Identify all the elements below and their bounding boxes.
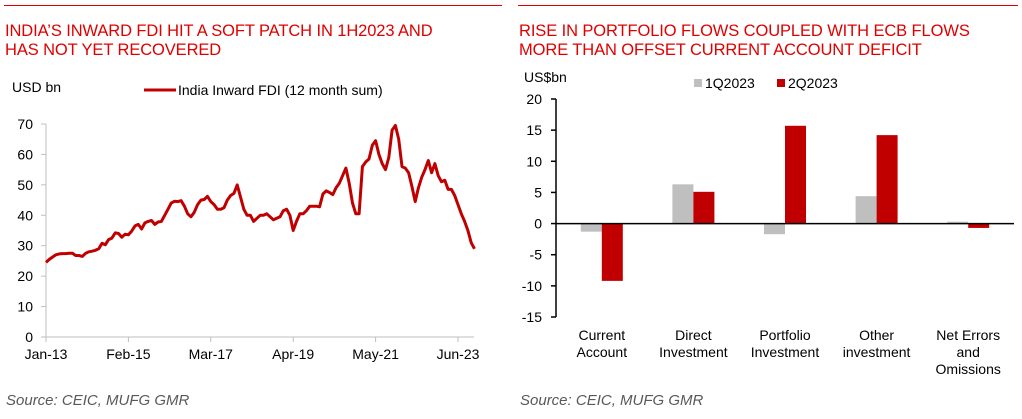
x-category-label: Direct — [675, 327, 712, 343]
y-tick-label: -10 — [522, 278, 542, 294]
y-tick-label: 15 — [526, 122, 542, 138]
y-tick-label: 20 — [17, 268, 33, 284]
bar-1q2023 — [764, 223, 785, 235]
y-tick-label: 60 — [17, 146, 33, 162]
x-tick-label: Jan-13 — [25, 346, 68, 362]
x-tick-label: Mar-17 — [189, 346, 234, 362]
fdi-chart-panel: INDIA’S INWARD FDI HIT A SOFT PATCH IN 1… — [0, 0, 506, 419]
x-category-label: Portfolio — [759, 327, 811, 343]
y-tick-label: 20 — [526, 91, 542, 107]
x-tick-label: Jun-23 — [437, 346, 480, 362]
bar-1q2023 — [580, 223, 602, 232]
y-tick-label: 0 — [25, 329, 33, 345]
x-tick-label: May-21 — [352, 346, 399, 362]
y-tick-label: -15 — [522, 309, 542, 325]
y-tick-label: 40 — [17, 207, 33, 223]
bar-1q2023 — [855, 196, 877, 224]
legend-swatch — [694, 79, 702, 87]
fdi-line-chart: USD bn India Inward FDI (12 month sum) 0 10… — [12, 79, 480, 362]
x-category-label: Net Errors — [936, 327, 1000, 343]
x-category-label: Current — [578, 327, 625, 343]
bar-2q2023 — [968, 223, 990, 228]
x-category-label: investment — [843, 344, 911, 360]
chart-title: RISE IN PORTFOLIO FLOWS COUPLED WITH ECB… — [519, 22, 970, 59]
y-tick-label: 10 — [526, 153, 542, 169]
x-tick-label: Feb-15 — [106, 346, 151, 362]
bar-1q2023 — [672, 184, 694, 224]
x-category-label: Omissions — [936, 361, 1001, 377]
bar-1q2023 — [947, 221, 969, 224]
y-tick-label: 70 — [17, 116, 33, 132]
source-note: Source: CEIC, MUFG GMR — [520, 392, 704, 409]
x-category-label: Account — [577, 344, 628, 360]
bop-bar-chart: US$bn 1Q2023 2Q2023 -15 -10 -5 0 5 10 15 20 Current… — [522, 69, 1014, 377]
legend-label: 2Q2023 — [788, 75, 838, 91]
x-tick-label: Apr-19 — [272, 346, 314, 362]
y-tick-label: 0 — [534, 216, 542, 232]
bar-2q2023 — [876, 135, 898, 224]
y-axis-label: US$bn — [524, 69, 567, 85]
y-tick-label: 30 — [17, 238, 33, 254]
bar-2q2023 — [693, 191, 715, 224]
legend-label: India Inward FDI (12 month sum) — [178, 82, 383, 98]
x-category-label: Investment — [659, 344, 728, 360]
y-tick-label: 5 — [534, 184, 542, 200]
x-category-label: Investment — [751, 344, 820, 360]
top-rule — [518, 5, 1018, 6]
y-axis-label: USD bn — [12, 79, 61, 95]
x-category-label: and — [957, 344, 980, 360]
legend-swatch — [777, 79, 785, 87]
y-tick-label: 50 — [17, 177, 33, 193]
bop-chart-panel: RISE IN PORTFOLIO FLOWS COUPLED WITH ECB… — [514, 0, 1022, 419]
source-note: Source: CEIC, MUFG GMR — [6, 392, 190, 409]
chart-title: INDIA’S INWARD FDI HIT A SOFT PATCH IN 1… — [5, 22, 433, 59]
y-tick-label: 10 — [17, 299, 33, 315]
bar-2q2023 — [785, 125, 806, 224]
top-rule — [4, 5, 502, 6]
legend-label: 1Q2023 — [705, 75, 755, 91]
fdi-series-line — [44, 124, 476, 264]
x-category-label: Other — [859, 327, 894, 343]
bar-2q2023 — [601, 223, 623, 281]
y-tick-label: -5 — [530, 247, 543, 263]
